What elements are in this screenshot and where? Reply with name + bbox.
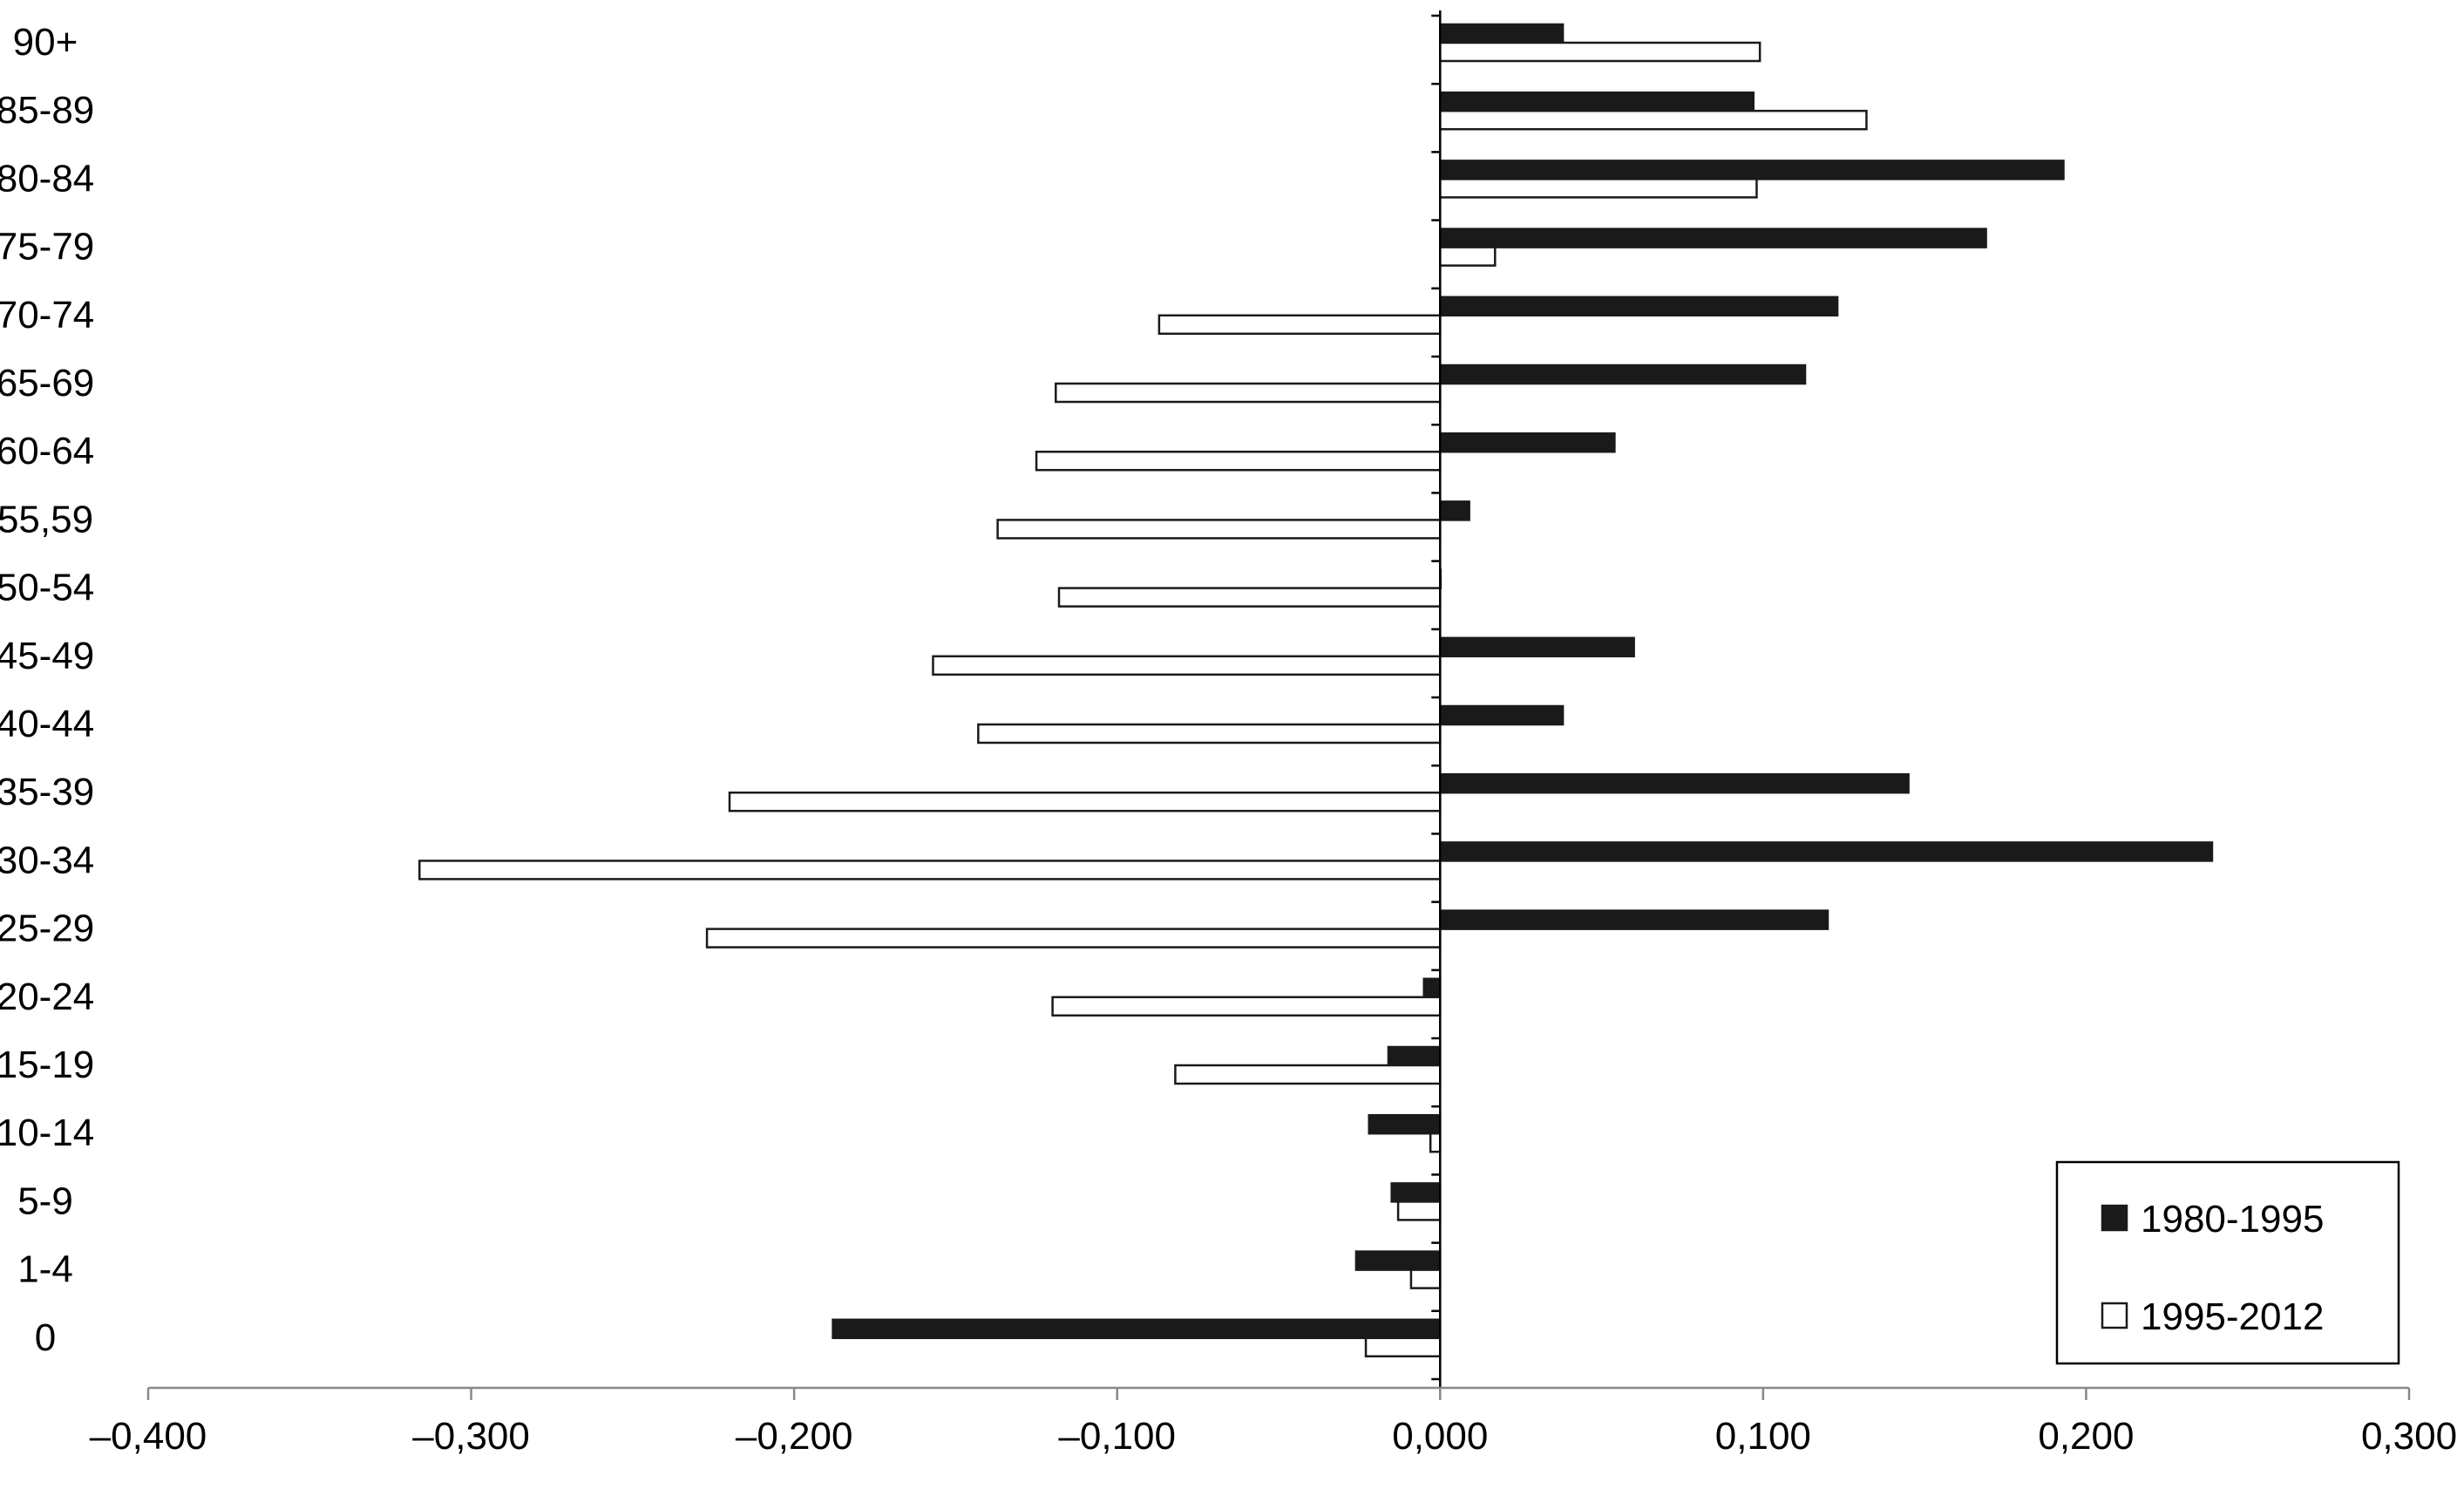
bar-series1-11 (1439, 772, 1910, 794)
category-label: 65-69 (0, 362, 94, 405)
x-tick-labels: –0,400 –0,300 –0,200 –0,100 0,000 0,100 0,200 0… (90, 1415, 2457, 1458)
bar-series1-14 (1422, 977, 1442, 999)
bar-series2-13 (705, 928, 1442, 948)
x-tick-label: 0,100 (1715, 1415, 1811, 1458)
category-label: 80-84 (0, 157, 94, 200)
x-tick-label: –0,400 (90, 1415, 207, 1458)
bar-series2-1 (1439, 109, 1868, 131)
x-tick-label: –0,100 (1058, 1415, 1176, 1458)
bar-series2-12 (418, 860, 1442, 880)
bar-series2-9 (932, 655, 1442, 677)
category-label: 50-54 (0, 567, 94, 609)
category-label: 45-49 (0, 635, 94, 677)
bar-series2-19 (1364, 1336, 1442, 1358)
bar-series1-7 (1439, 500, 1470, 521)
bar-series2-8 (1057, 587, 1442, 608)
legend-label: 1980-1995 (2141, 1198, 2324, 1241)
bar-series1-10 (1439, 704, 1565, 726)
category-label: 20-24 (0, 976, 94, 1018)
axes-group (146, 10, 2411, 1400)
category-label: 60-64 (0, 430, 94, 473)
category-label: 55,59 (0, 498, 93, 541)
category-label: 30-34 (0, 839, 94, 881)
category-label: 15-19 (0, 1044, 94, 1086)
bar-series1-4 (1439, 296, 1839, 317)
bar-series2-15 (1174, 1064, 1442, 1085)
bar-series2-16 (1429, 1132, 1442, 1153)
legend-swatch (2101, 1204, 2128, 1232)
x-tick-label: –0,200 (736, 1415, 853, 1458)
category-label: 1-4 (17, 1248, 73, 1291)
bar-series2-7 (996, 519, 1442, 540)
bar-series2-18 (1409, 1268, 1442, 1289)
bar-series1-15 (1387, 1045, 1442, 1067)
category-label: 35-39 (0, 771, 94, 813)
bar-series2-11 (728, 791, 1442, 812)
bar-series2-4 (1157, 314, 1442, 336)
category-label: 90+ (13, 21, 78, 64)
category-labels: 90+ 85-89 80-84 75-79 70-74 65-69 60-64 55,59 50… (0, 21, 94, 1359)
category-label: 5-9 (17, 1180, 73, 1222)
category-label: 70-74 (0, 294, 94, 337)
category-label: 10-14 (0, 1112, 94, 1154)
bar-series2-2 (1439, 178, 1758, 199)
bar-series2-3 (1439, 246, 1497, 267)
bar-series2-5 (1055, 382, 1442, 404)
x-tick-label: –0,300 (412, 1415, 530, 1458)
bar-series1-19 (832, 1318, 1442, 1340)
category-label: 0 (35, 1316, 56, 1359)
bar-series1-16 (1368, 1113, 1442, 1135)
category-label: 85-89 (0, 89, 94, 132)
x-tick-label: 0,000 (1392, 1415, 1488, 1458)
legend-swatch (2101, 1302, 2128, 1329)
bar-series1-9 (1439, 636, 1635, 658)
bars-group (418, 23, 2214, 1358)
bar-series2-6 (1035, 450, 1442, 472)
bar-series1-18 (1354, 1250, 1442, 1271)
bar-series2-0 (1439, 41, 1761, 63)
bar-series1-12 (1439, 841, 2214, 862)
bar-series1-13 (1439, 909, 1829, 930)
bar-series1-3 (1439, 228, 1987, 248)
bar-series1-17 (1390, 1182, 1442, 1203)
x-tick-label: 0,300 (2361, 1415, 2457, 1458)
bar-series1-1 (1439, 91, 1755, 112)
bar-series1-6 (1439, 432, 1616, 453)
legend-box (2055, 1160, 2400, 1365)
bar-series2-17 (1396, 1200, 1442, 1221)
category-label: 25-29 (0, 908, 94, 950)
legend-label: 1995-2012 (2141, 1295, 2324, 1338)
bar-series1-5 (1439, 364, 1807, 385)
legend: 1980-1995 1995-2012 (2055, 1160, 2400, 1365)
category-label: 75-79 (0, 226, 94, 269)
bar-series1-2 (1439, 160, 2065, 180)
bar-series2-10 (977, 723, 1442, 744)
category-label: 40-44 (0, 703, 94, 745)
bar-series2-14 (1051, 996, 1442, 1017)
bar-series1-0 (1439, 23, 1565, 44)
x-tick-label: 0,200 (2038, 1415, 2134, 1458)
